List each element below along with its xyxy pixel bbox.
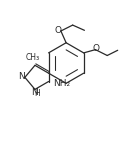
Text: N: N bbox=[19, 72, 25, 81]
Text: CH₃: CH₃ bbox=[26, 54, 40, 62]
Text: O: O bbox=[54, 26, 61, 35]
Text: N: N bbox=[31, 88, 38, 97]
Text: H: H bbox=[34, 89, 40, 98]
Text: O: O bbox=[93, 44, 100, 53]
Text: NH₂: NH₂ bbox=[53, 79, 70, 88]
